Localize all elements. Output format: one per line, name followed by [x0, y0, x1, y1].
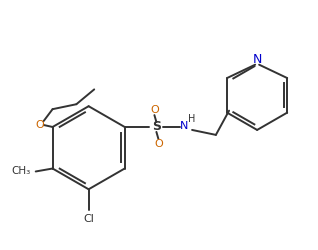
- Text: H: H: [188, 114, 196, 124]
- Text: N: N: [252, 53, 262, 66]
- Text: N: N: [180, 121, 188, 131]
- Text: CH₃: CH₃: [11, 166, 31, 176]
- Text: Cl: Cl: [83, 214, 94, 224]
- Text: O: O: [35, 120, 44, 130]
- Text: S: S: [152, 120, 161, 134]
- Text: O: O: [154, 139, 163, 149]
- Text: O: O: [150, 105, 159, 115]
